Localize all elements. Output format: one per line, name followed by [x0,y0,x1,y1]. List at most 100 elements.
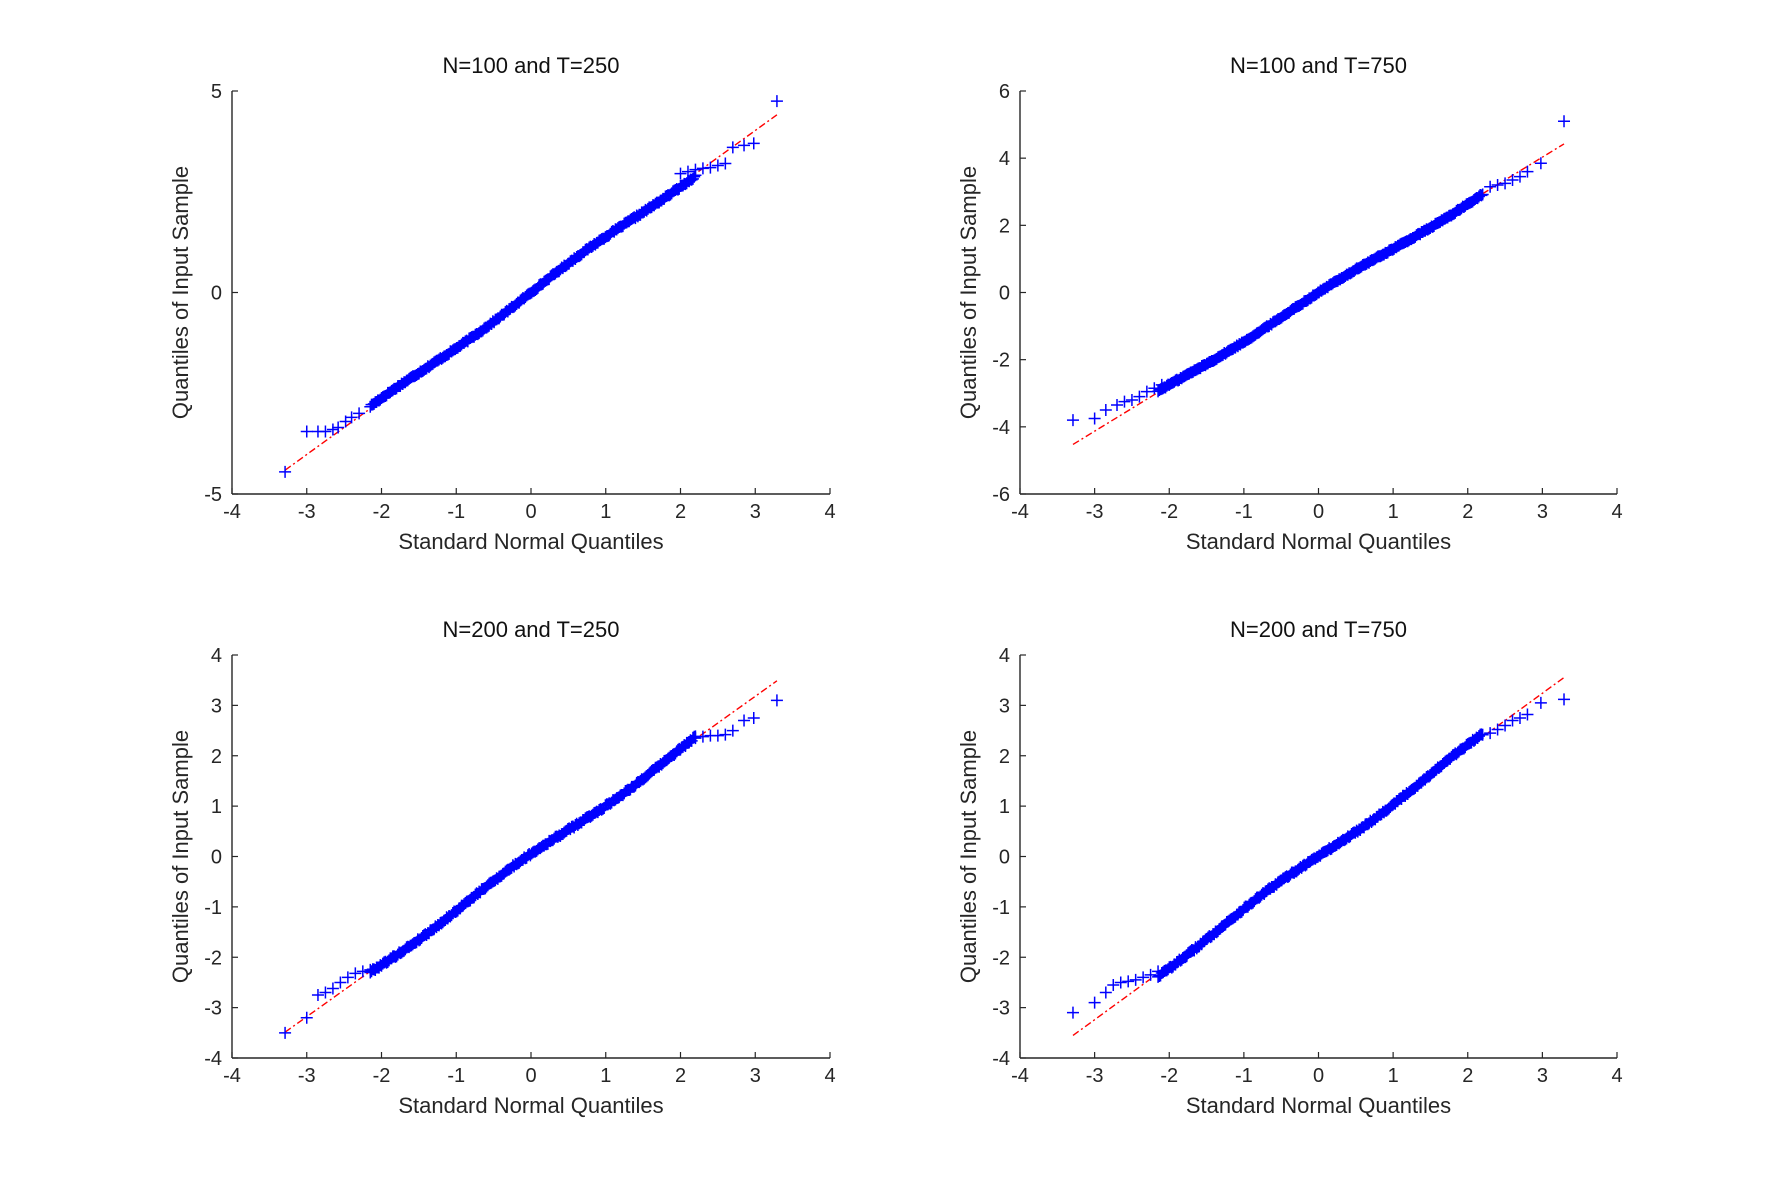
sample-point [341,971,354,984]
sample-point [1476,728,1489,741]
x-tick-label: -1 [1235,1065,1253,1087]
x-axis-label: Standard Normal Quantiles [1186,529,1451,554]
y-tick-label: 4 [999,148,1010,170]
sample-point [319,986,332,999]
sample-point [726,141,739,154]
sample-point [326,982,339,995]
sample-point [353,407,366,420]
x-tick-label: 1 [1388,1065,1399,1087]
sample-point [1475,189,1488,202]
x-tick-label: -3 [298,501,316,523]
y-tick-label: -2 [992,947,1010,969]
sample-point [1491,723,1504,736]
y-axis-label: Quantiles of Input Sample [168,730,193,983]
sample-point [300,425,313,438]
x-tick-label: -4 [223,1065,241,1087]
sample-point [1506,173,1519,186]
y-tick-label: -5 [204,484,222,506]
panel-title: N=200 and T=750 [1230,617,1407,642]
x-tick-label: -3 [1086,1065,1104,1087]
sample-point [770,95,783,108]
qq-panel-n100-t750: N=100 and T=750 Standard Normal Quantile… [956,53,1623,554]
x-tick-label: 3 [750,501,761,523]
sample-point [1066,1006,1079,1019]
x-tick-label: 3 [1537,501,1548,523]
sample-point [696,730,709,743]
x-tick-label: 0 [525,501,536,523]
y-tick-label: 0 [211,283,222,305]
sample-point [1111,399,1124,412]
x-tick-label: 4 [824,501,835,523]
x-tick-label: 1 [600,1065,611,1087]
sample-point [1107,978,1120,991]
qq-panel-n100-t250: N=100 and T=250 Standard Normal Quantile… [168,53,836,554]
x-axis-label: Standard Normal Quantiles [1186,1093,1451,1118]
x-tick-label: -1 [447,501,465,523]
sample-point [738,139,751,152]
sample-point [1099,404,1112,417]
y-tick-label: 3 [211,695,222,717]
sample-point [747,711,760,724]
sample-point [1534,157,1547,170]
y-tick-label: 2 [211,746,222,768]
sample-markers [1066,693,1571,1019]
sample-point [738,714,751,727]
x-tick-label: 2 [675,1065,686,1087]
sample-point [1148,382,1161,395]
y-tick-label: -1 [992,897,1010,919]
x-tick-label: 4 [1611,1065,1622,1087]
x-axis-label: Standard Normal Quantiles [398,1093,663,1118]
sample-point [674,167,687,180]
x-tick-label: 2 [1462,1065,1473,1087]
sample-point [1558,693,1571,706]
sample-point [279,465,292,478]
x-tick-label: -1 [1235,501,1253,523]
sample-point [1521,165,1534,178]
sample-point [704,161,717,174]
sample-point [681,165,694,178]
x-tick-label: -4 [1011,501,1029,523]
x-tick-label: -4 [1011,1065,1029,1087]
sample-point [1088,996,1101,1009]
sample-point [689,732,702,745]
x-tick-label: 4 [824,1065,835,1087]
y-tick-label: -4 [992,1048,1010,1070]
sample-point [334,976,347,989]
sample-point [770,694,783,707]
sample-point [711,159,724,172]
y-axis-label: Quantiles of Input Sample [956,730,981,983]
x-tick-label: 2 [1462,501,1473,523]
sample-point [1513,170,1526,183]
panel-title: N=100 and T=250 [443,53,620,78]
sample-markers [1066,115,1571,427]
sample-point [364,963,377,976]
sample-point [345,411,358,424]
x-tick-label: 4 [1611,501,1622,523]
y-tick-label: 0 [999,847,1010,869]
sample-point [1114,976,1127,989]
y-tick-label: -2 [204,947,222,969]
x-tick-label: -4 [223,501,241,523]
x-tick-label: 2 [675,501,686,523]
y-tick-label: 2 [999,746,1010,768]
x-tick-label: 0 [1313,501,1324,523]
sample-point [1129,973,1142,986]
x-tick-label: 1 [600,501,611,523]
sample-point [711,729,724,742]
y-tick-label: -4 [204,1048,222,1070]
sample-point [719,157,732,170]
sample-point [1140,385,1153,398]
sample-point [356,965,369,978]
y-tick-label: -3 [992,998,1010,1020]
y-tick-label: 2 [999,215,1010,237]
sample-point [726,724,739,737]
sample-point [1122,975,1135,988]
x-tick-label: 0 [1313,1065,1324,1087]
sample-point [1137,971,1150,984]
sample-point [1155,378,1168,391]
sample-point [1484,727,1497,740]
sample-point [300,1011,313,1024]
qq-panel-n200-t250: N=200 and T=250 Standard Normal Quantile… [168,617,836,1118]
sample-point [1484,180,1497,193]
sample-point [311,989,324,1002]
